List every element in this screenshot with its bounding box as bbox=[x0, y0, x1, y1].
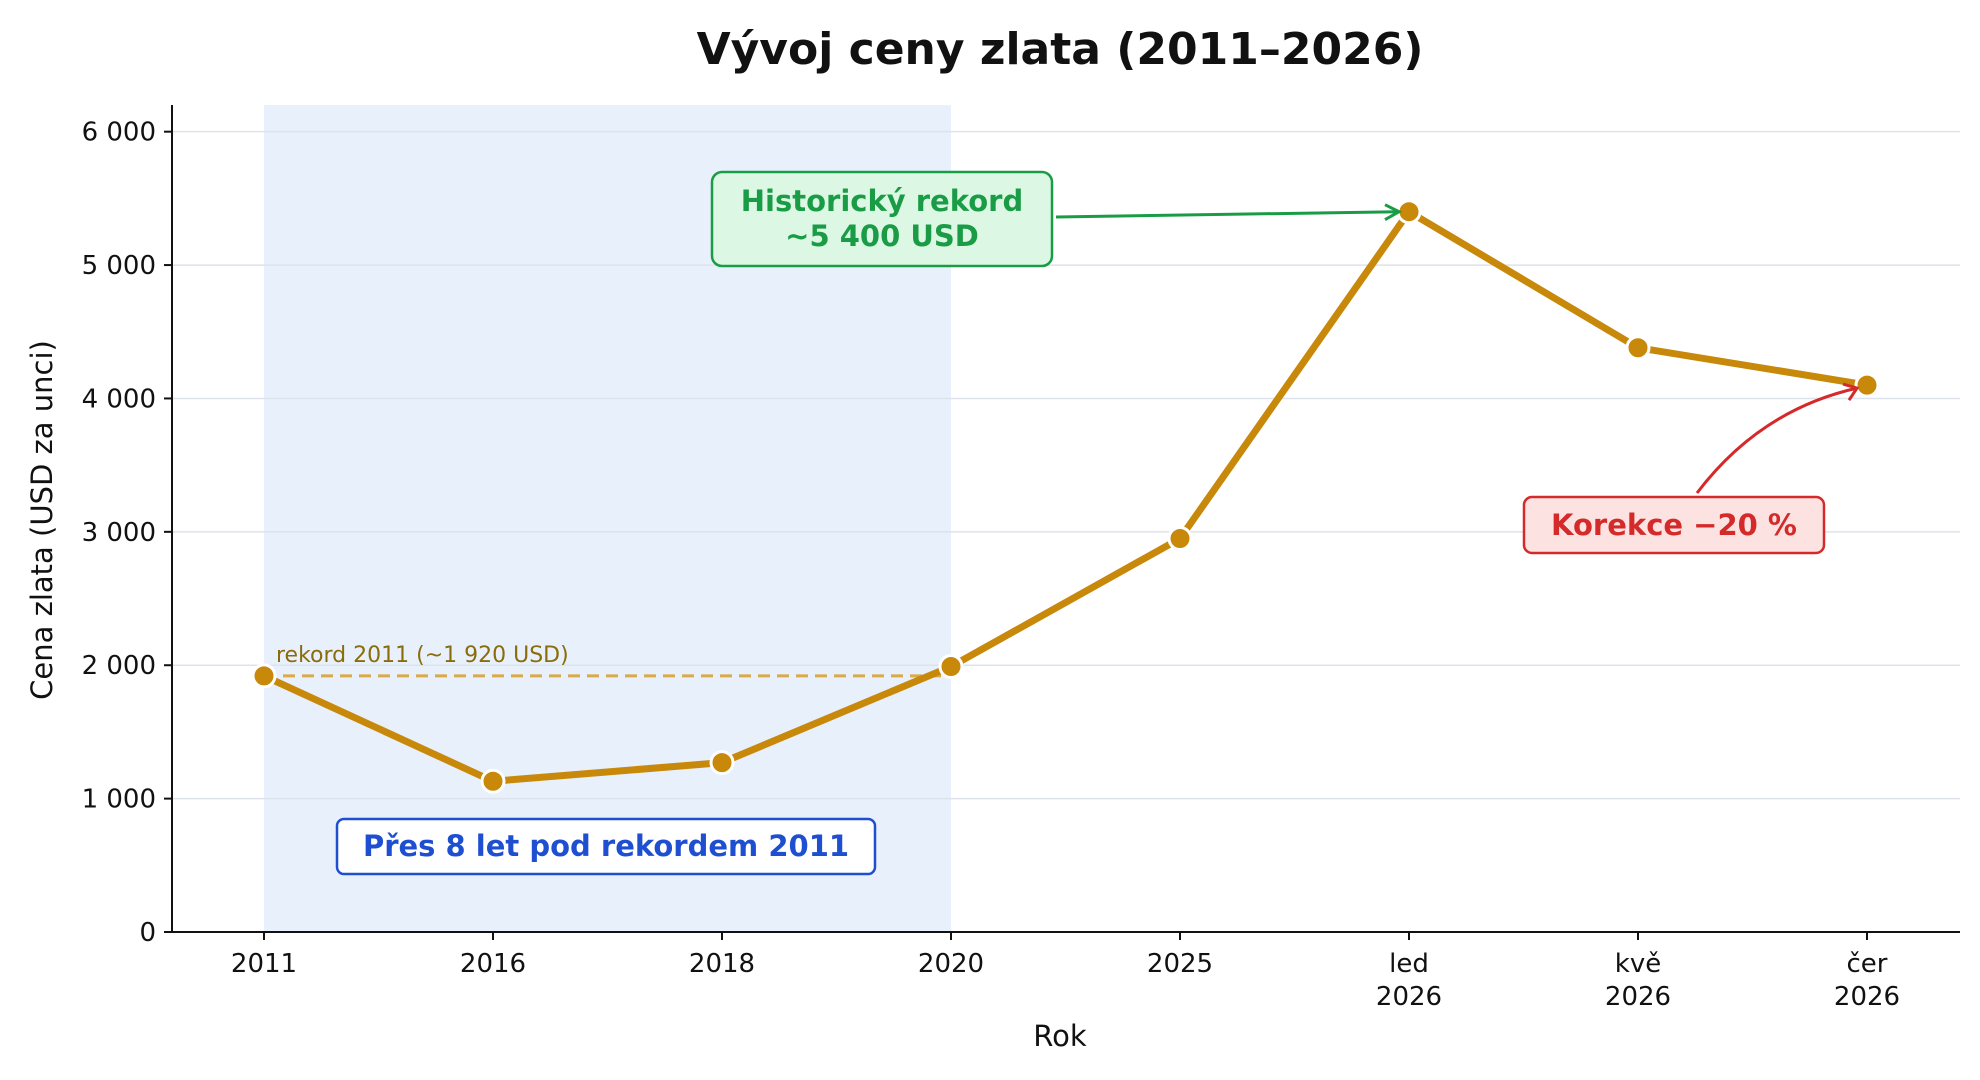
data-point bbox=[1625, 335, 1651, 361]
y-tick-label: 3 000 bbox=[82, 518, 156, 548]
chart-title: Vývoj ceny zlata (2011–2026) bbox=[697, 24, 1424, 75]
correction-arrow-head bbox=[1842, 382, 1860, 401]
y-tick-label: 6 000 bbox=[82, 118, 156, 148]
x-tick-label: 2020 bbox=[918, 949, 984, 979]
x-tick-label: čer bbox=[1847, 949, 1888, 979]
y-tick-label: 2 000 bbox=[82, 651, 156, 681]
x-ticks: 2011 2016 2018 2020 2025 led2026kvě2026čer202… bbox=[231, 932, 1900, 1012]
points-layer bbox=[251, 199, 1880, 794]
x-tick-label: 2018 bbox=[689, 949, 755, 979]
x-tick-label: 2026 bbox=[1834, 982, 1900, 1012]
peak-arrow-head bbox=[1384, 203, 1403, 222]
x-tick-label: 2025 bbox=[1147, 949, 1213, 979]
peak-text-line2: ~5 400 USD bbox=[785, 219, 979, 253]
peak-box bbox=[710, 170, 1054, 268]
series-line bbox=[260, 208, 1871, 785]
correction-arrow-line bbox=[1695, 386, 1858, 494]
data-point bbox=[709, 750, 735, 776]
peak-arrow-line bbox=[1055, 210, 1400, 219]
x-tick-label: 2026 bbox=[1376, 982, 1442, 1012]
y-tick-label: 1 000 bbox=[82, 785, 156, 815]
y-axis-label: Cena zlata (USD za unci) bbox=[25, 340, 59, 700]
data-point bbox=[1854, 372, 1880, 398]
correction-text: Korekce −20 % bbox=[1551, 508, 1797, 542]
grid-layer bbox=[172, 130, 1960, 800]
peak-text-line1: Historický rekord bbox=[741, 184, 1023, 218]
data-point bbox=[1167, 526, 1193, 552]
x-tick-label: 2011 bbox=[231, 949, 297, 979]
data-point bbox=[251, 663, 277, 689]
below-record-text: Přes 8 let pod rekordem 2011 bbox=[363, 829, 849, 863]
data-point bbox=[938, 654, 964, 680]
y-ticks: 0 1 000 2 000 3 000 4 000 5 000 6 000 bbox=[82, 118, 172, 948]
x-tick-label: 2026 bbox=[1605, 982, 1671, 1012]
x-tick-label: led bbox=[1389, 949, 1429, 979]
y-tick-label: 5 000 bbox=[82, 251, 156, 281]
x-tick-label: kvě bbox=[1615, 949, 1661, 979]
correction-box bbox=[1522, 495, 1826, 555]
y-tick-label: 0 bbox=[139, 918, 156, 948]
below-record-box bbox=[335, 817, 877, 876]
y-tick-label: 4 000 bbox=[82, 384, 156, 414]
x-axis-label: Rok bbox=[1033, 1019, 1087, 1053]
record-2011-label: rekord 2011 (~1 920 USD) bbox=[276, 643, 569, 668]
data-point bbox=[480, 768, 506, 794]
x-tick-label: 2016 bbox=[460, 949, 526, 979]
